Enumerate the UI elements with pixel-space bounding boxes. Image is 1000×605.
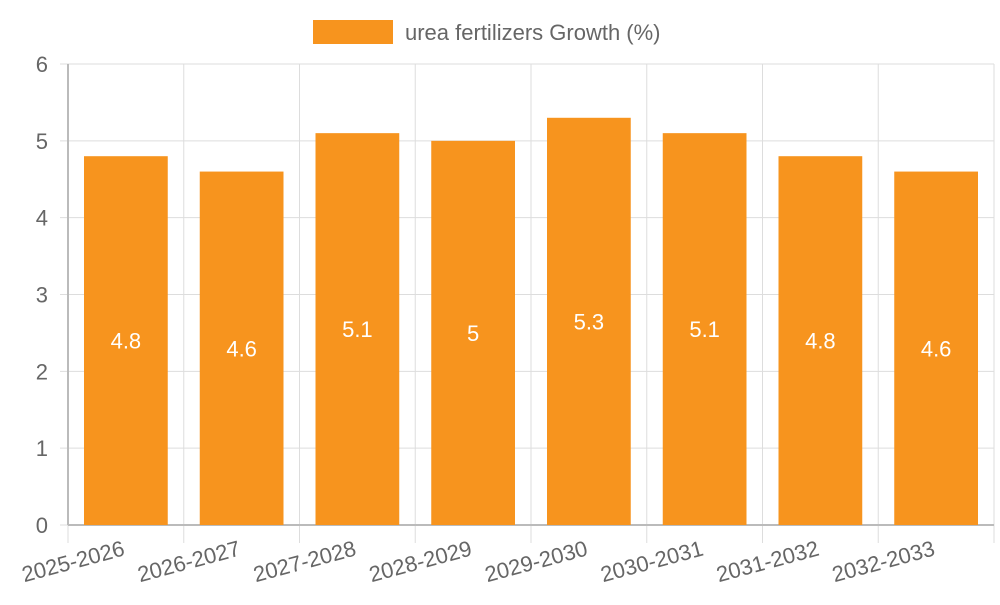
y-tick-label: 1: [36, 436, 48, 461]
bar-data-label: 4.6: [226, 336, 257, 361]
x-tick-label: 2030-2031: [598, 536, 706, 587]
x-tick-label: 2028-2029: [366, 536, 474, 587]
y-tick-label: 2: [36, 359, 48, 384]
y-tick-label: 6: [36, 52, 48, 77]
legend[interactable]: urea fertilizers Growth (%): [313, 20, 661, 45]
x-tick-label: 2031-2032: [714, 536, 822, 587]
y-tick-label: 5: [36, 129, 48, 154]
bar-data-label: 4.8: [111, 329, 142, 354]
bar[interactable]: [199, 171, 284, 526]
bar[interactable]: [662, 133, 747, 525]
bar-data-label: 5: [467, 321, 479, 346]
bar-data-label: 5.3: [574, 309, 605, 334]
x-tick-label: 2032-2033: [829, 536, 937, 587]
y-tick-label: 3: [36, 283, 48, 308]
bar[interactable]: [778, 156, 863, 525]
legend-swatch: [313, 20, 393, 44]
bar-data-label: 4.8: [805, 329, 836, 354]
bar-data-label: 5.1: [689, 317, 720, 342]
y-tick-label: 0: [36, 513, 48, 538]
x-tick-label: 2025-2026: [19, 536, 127, 587]
bar[interactable]: [84, 156, 168, 525]
bar-data-label: 4.6: [921, 336, 952, 361]
x-tick-label: 2029-2030: [482, 536, 590, 587]
bar[interactable]: [547, 117, 631, 526]
bars: [84, 117, 978, 526]
data-labels: 4.8 4.6 5.1 5 5.3 5.1 4.8 4.6: [111, 309, 952, 361]
bar[interactable]: [431, 140, 515, 526]
x-tick-label: 2027-2028: [251, 536, 359, 587]
y-tick-label: 4: [36, 206, 48, 231]
x-tick-label: 2026-2027: [135, 536, 243, 587]
bar[interactable]: [894, 171, 978, 526]
bar-data-label: 5.1: [342, 317, 373, 342]
legend-label: urea fertilizers Growth (%): [405, 20, 661, 45]
bar[interactable]: [315, 133, 400, 525]
